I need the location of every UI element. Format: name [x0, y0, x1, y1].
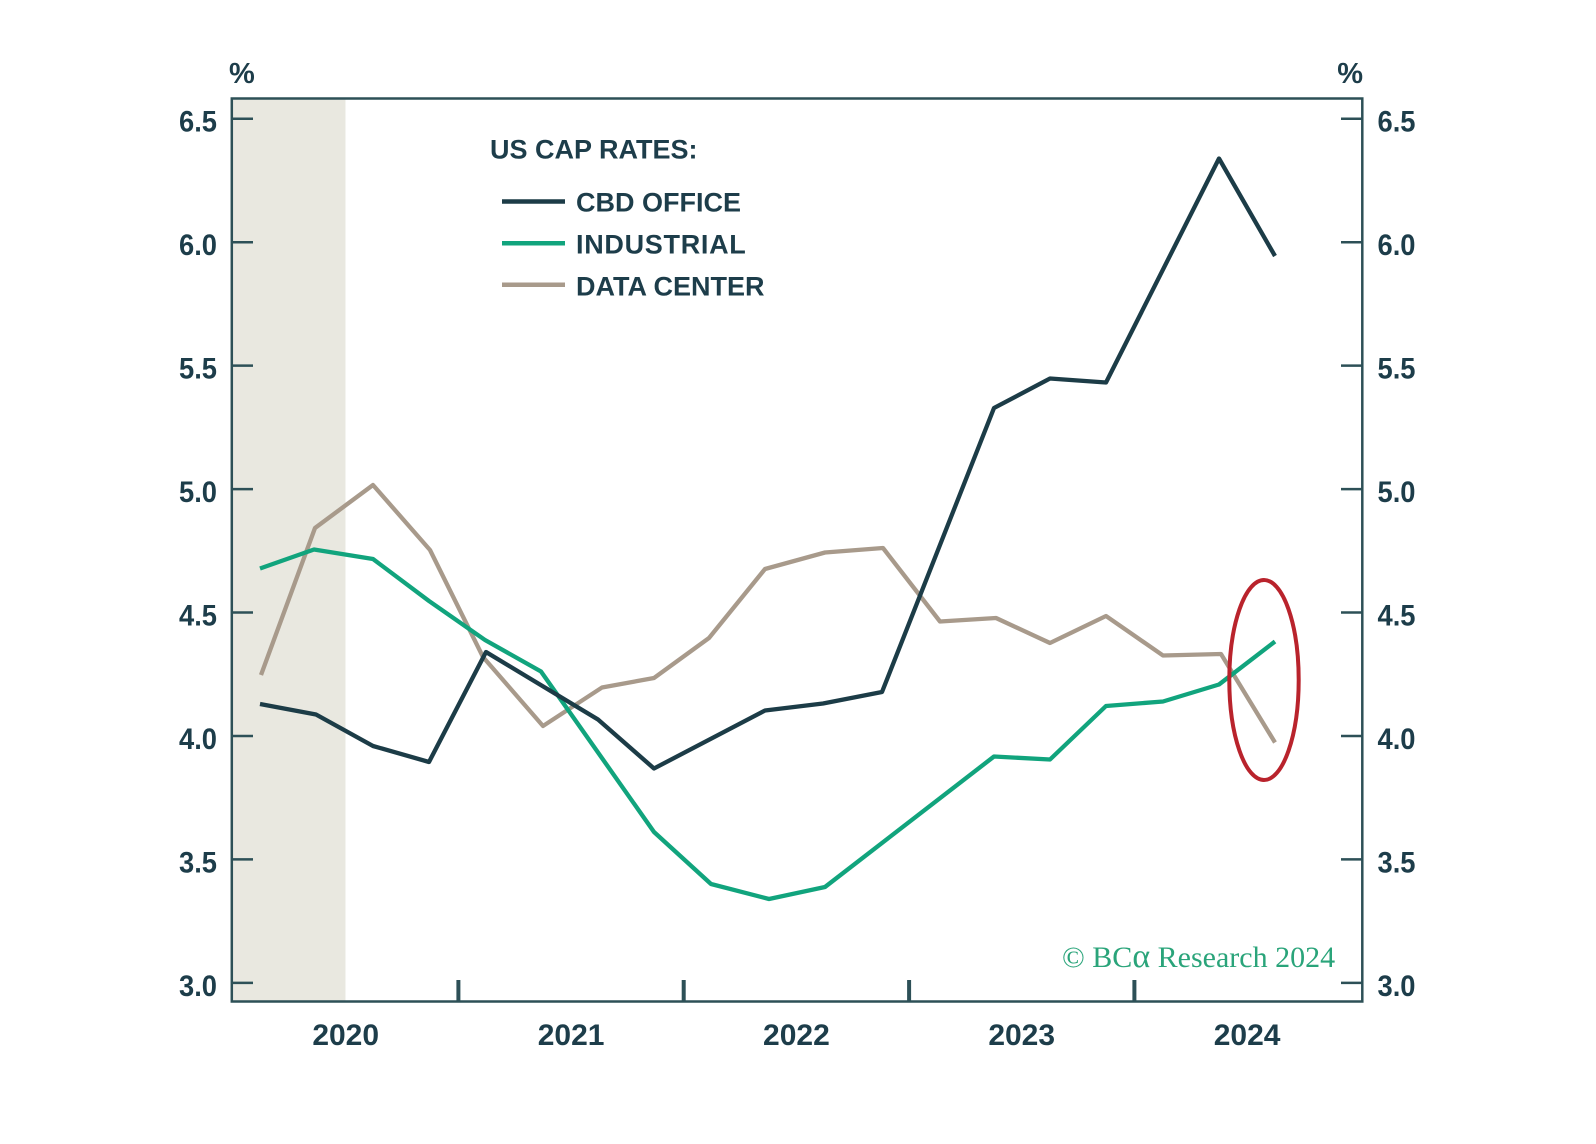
svg-text:2021: 2021	[538, 1019, 605, 1052]
svg-text:2020: 2020	[312, 1019, 379, 1052]
svg-text:4.5: 4.5	[1378, 600, 1416, 633]
svg-text:US CAP RATES:: US CAP RATES:	[490, 135, 698, 165]
svg-text:4.0: 4.0	[1378, 723, 1416, 756]
svg-text:5.0: 5.0	[179, 476, 217, 509]
svg-text:2022: 2022	[763, 1019, 830, 1052]
svg-text:6.0: 6.0	[1378, 229, 1416, 262]
svg-text:5.5: 5.5	[1378, 353, 1416, 386]
svg-text:DATA CENTER: DATA CENTER	[576, 271, 765, 301]
svg-text:5.0: 5.0	[1378, 476, 1416, 509]
svg-text:6.0: 6.0	[179, 229, 217, 262]
svg-text:%: %	[1337, 58, 1363, 90]
svg-text:3.0: 3.0	[1378, 970, 1416, 1003]
svg-text:© BCα Research 2024: © BCα Research 2024	[1062, 938, 1335, 975]
svg-text:4.5: 4.5	[179, 600, 217, 633]
svg-text:6.5: 6.5	[1378, 106, 1416, 139]
svg-text:2024: 2024	[1214, 1019, 1281, 1052]
svg-text:INDUSTRIAL: INDUSTRIAL	[576, 230, 747, 260]
svg-text:4.0: 4.0	[179, 723, 217, 756]
svg-text:CBD OFFICE: CBD OFFICE	[576, 188, 741, 218]
svg-text:%: %	[229, 58, 255, 90]
svg-text:5.5: 5.5	[179, 353, 217, 386]
svg-text:3.5: 3.5	[1378, 846, 1416, 879]
svg-text:2023: 2023	[988, 1019, 1055, 1052]
svg-text:3.5: 3.5	[179, 846, 217, 879]
svg-text:3.0: 3.0	[179, 970, 217, 1003]
svg-text:6.5: 6.5	[179, 106, 217, 139]
